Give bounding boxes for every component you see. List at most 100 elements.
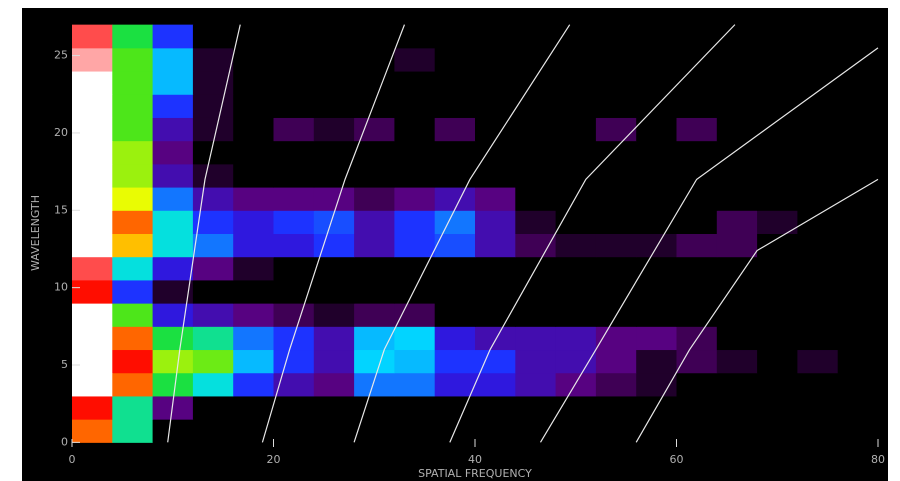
- heatmap-cell: [354, 163, 395, 188]
- heatmap-cell: [797, 163, 839, 188]
- heatmap: [72, 24, 879, 443]
- heatmap-cell: [273, 47, 315, 72]
- heatmap-cell: [595, 71, 637, 95]
- heatmap-cell: [475, 256, 516, 281]
- heatmap-cell: [555, 210, 597, 234]
- heatmap-cell: [112, 47, 154, 72]
- heatmap-cell: [757, 94, 798, 118]
- heatmap-cell: [555, 419, 597, 443]
- heatmap-cell: [757, 395, 798, 420]
- heatmap-cell: [192, 163, 234, 188]
- heatmap-cell: [515, 233, 557, 258]
- curve: [353, 24, 571, 443]
- heatmap-cell: [636, 326, 677, 351]
- heatmap-cell: [72, 349, 113, 374]
- heatmap-cell: [475, 163, 516, 188]
- heatmap-cell: [313, 71, 355, 95]
- heatmap-cell: [555, 47, 597, 72]
- heatmap-cell: [354, 419, 395, 443]
- heatmap-cell: [313, 140, 355, 165]
- heatmap-cell: [797, 47, 839, 72]
- heatmap-cell: [354, 210, 395, 234]
- heatmap-cell: [273, 71, 315, 95]
- heatmap-cell: [636, 187, 677, 211]
- heatmap-cell: [434, 256, 476, 281]
- heatmap-cell: [152, 419, 194, 443]
- heatmap-cell: [797, 326, 839, 351]
- heatmap-cell: [434, 326, 476, 351]
- heatmap-cell: [354, 326, 395, 351]
- heatmap-cell: [273, 372, 315, 397]
- heatmap-cell: [636, 117, 677, 142]
- heatmap-cell: [434, 303, 476, 327]
- heatmap-cell: [515, 372, 557, 397]
- heatmap-cell: [313, 187, 355, 211]
- heatmap-cell: [192, 349, 234, 374]
- heatmap-cell: [555, 395, 597, 420]
- heatmap-cell: [636, 279, 677, 304]
- heatmap-cell: [515, 24, 557, 49]
- y-tick-label: 20: [54, 126, 68, 139]
- heatmap-cell: [112, 140, 154, 165]
- heatmap-cell: [112, 163, 154, 188]
- heatmap-cell: [757, 326, 798, 351]
- heatmap-cell: [475, 326, 516, 351]
- heatmap-cell: [313, 94, 355, 118]
- heatmap-cell: [636, 303, 677, 327]
- heatmap-cell: [475, 187, 516, 211]
- heatmap-cell: [72, 71, 113, 95]
- heatmap-cell: [837, 303, 879, 327]
- heatmap-cell: [636, 233, 677, 258]
- heatmap-cell: [72, 419, 113, 443]
- heatmap-cell: [192, 395, 234, 420]
- heatmap-cell: [192, 279, 234, 304]
- heatmap-cell: [636, 372, 677, 397]
- heatmap-cell: [676, 140, 718, 165]
- curve: [635, 178, 879, 443]
- heatmap-cell: [797, 117, 839, 142]
- heatmap-cell: [434, 24, 476, 49]
- heatmap-cell: [313, 372, 355, 397]
- heatmap-cell: [152, 279, 194, 304]
- heatmap-cell: [797, 372, 839, 397]
- heatmap-cell: [837, 349, 879, 374]
- heatmap-cell: [152, 94, 194, 118]
- x-tick-label: 20: [267, 453, 281, 466]
- heatmap-cell: [555, 326, 597, 351]
- curve: [261, 24, 406, 443]
- heatmap-cell: [192, 187, 234, 211]
- heatmap-cell: [72, 303, 113, 327]
- heatmap-cell: [595, 117, 637, 142]
- heatmap-cell: [676, 24, 718, 49]
- heatmap-cell: [434, 71, 476, 95]
- heatmap-cell: [475, 349, 516, 374]
- heatmap-cell: [595, 349, 637, 374]
- heatmap-cell: [797, 395, 839, 420]
- heatmap-cell: [354, 117, 395, 142]
- heatmap-cell: [515, 140, 557, 165]
- heatmap-cell: [394, 233, 436, 258]
- heatmap-cell: [676, 187, 718, 211]
- heatmap-cell: [112, 71, 154, 95]
- heatmap-cell: [112, 233, 154, 258]
- heatmap-cell: [716, 210, 758, 234]
- heatmap-cell: [434, 395, 476, 420]
- heatmap-cell: [797, 233, 839, 258]
- heatmap-cell: [515, 279, 557, 304]
- heatmap-cell: [192, 303, 234, 327]
- heatmap-cell: [313, 419, 355, 443]
- heatmap-cell: [233, 210, 274, 234]
- heatmap-cell: [434, 163, 476, 188]
- heatmap-cell: [636, 210, 677, 234]
- heatmap-cell: [636, 349, 677, 374]
- heatmap-cell: [757, 210, 798, 234]
- heatmap-cell: [515, 94, 557, 118]
- heatmap-cell: [716, 419, 758, 443]
- heatmap-cell: [636, 47, 677, 72]
- heatmap-cell: [595, 94, 637, 118]
- heatmap-cell: [475, 94, 516, 118]
- heatmap-cell: [273, 94, 315, 118]
- heatmap-cell: [716, 372, 758, 397]
- heatmap-cell: [434, 94, 476, 118]
